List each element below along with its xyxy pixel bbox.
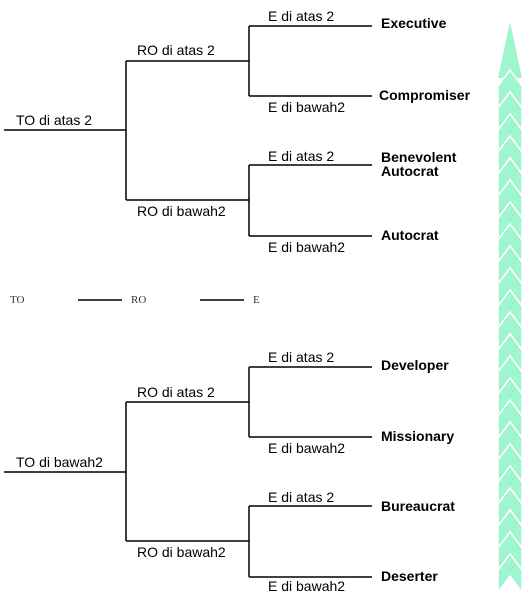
ro-bottom-lower-label: RO di bawah2 bbox=[137, 544, 226, 560]
to-bottom-label: TO di bawah2 bbox=[16, 454, 103, 470]
e-top-3-label: E di atas 2 bbox=[268, 148, 334, 164]
ro-top-upper-label: RO di atas 2 bbox=[137, 42, 215, 58]
leaf-benevolent-autocrat: Autocrat bbox=[381, 164, 439, 179]
e-bottom-2-label: E di bawah2 bbox=[268, 440, 345, 456]
e-top-1-label: E di atas 2 bbox=[268, 8, 334, 24]
legend-ro: RO bbox=[131, 294, 146, 306]
effectiveness-arrow bbox=[498, 22, 522, 592]
legend-to: TO bbox=[10, 294, 24, 306]
leaf-bureaucrat: Bureaucrat bbox=[381, 499, 455, 514]
e-bottom-4-label: E di bawah2 bbox=[268, 578, 345, 594]
leaf-deserter: Deserter bbox=[381, 569, 438, 584]
e-top-4-label: E di bawah2 bbox=[268, 239, 345, 255]
to-top-label: TO di atas 2 bbox=[16, 112, 92, 128]
e-bottom-1-label: E di atas 2 bbox=[268, 349, 334, 365]
leaf-executive: Executive bbox=[381, 16, 446, 31]
leaf-compromiser: Compromiser bbox=[379, 88, 470, 103]
e-top-2-label: E di bawah2 bbox=[268, 99, 345, 115]
leaf-autocrat: Autocrat bbox=[381, 228, 439, 243]
leaf-developer: Developer bbox=[381, 358, 449, 373]
ro-top-lower-label: RO di bawah2 bbox=[137, 203, 226, 219]
legend-e: E bbox=[253, 294, 260, 306]
leaf-missionary: Missionary bbox=[381, 429, 454, 444]
e-bottom-3-label: E di atas 2 bbox=[268, 489, 334, 505]
ro-bottom-upper-label: RO di atas 2 bbox=[137, 384, 215, 400]
